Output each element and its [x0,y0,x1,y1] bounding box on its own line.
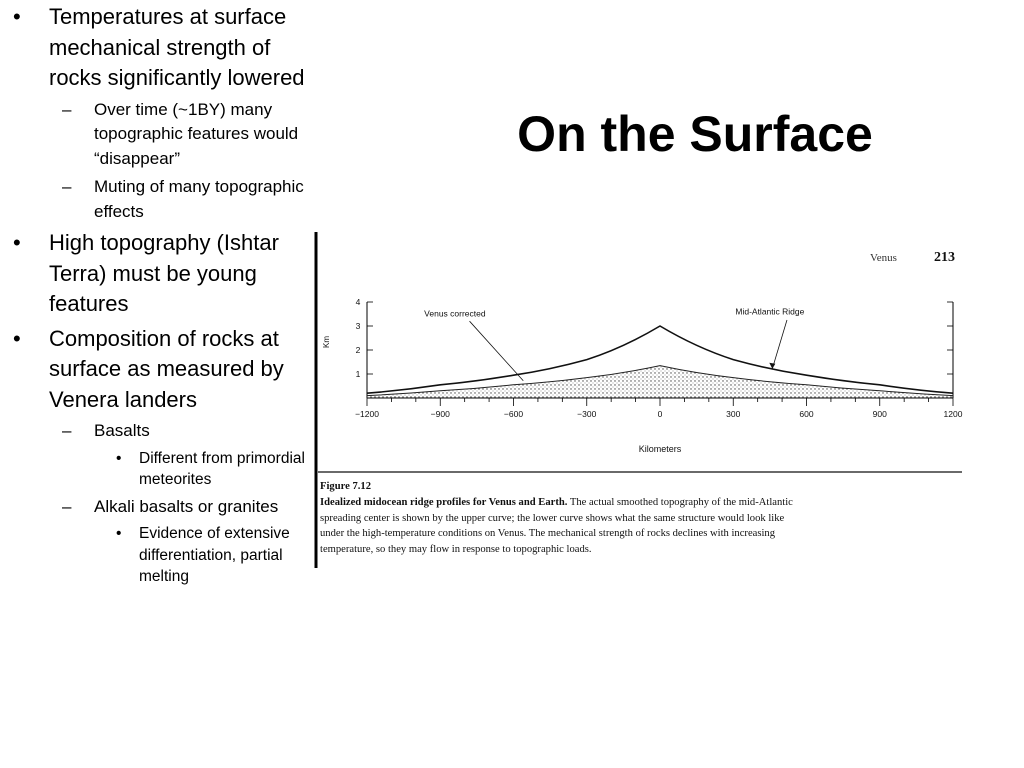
x-tick-label: 1200 [944,409,963,419]
bullet-marker: • [13,4,21,29]
x-tick-label: −600 [504,409,523,419]
sub-sub-bullet-item: • Different from primordial meteorites [0,448,318,491]
y-tick-label: 2 [356,345,361,355]
bullet-item: • Temperatures at surface mechanical stre… [0,2,318,94]
annotation-mid-atlantic-ridge: Mid-Atlantic Ridge [735,306,804,316]
x-tick-label: −1200 [355,409,379,419]
sub-bullet-text: Muting of many topographic effects [94,177,304,221]
ridge-profile-figure: Venus 213 −1200 −900 −600 −300 0 300 600 900 120… [310,228,970,578]
dash-marker: – [62,421,72,440]
dash-marker: – [62,99,72,119]
sub-bullet-item: – Basalts [0,419,318,444]
sub-bullet-text: Over time (~1BY) many topographic featur… [94,99,299,168]
figure-caption: Figure 7.12 Idealized midocean ridge pro… [320,479,805,558]
x-tick-label: −900 [431,409,450,419]
caption-text: The actual smoothed topography of the mi… [320,496,793,556]
page-number: 213 [934,250,955,265]
sub-bullet-text: Alkali basalts or granites [94,496,279,516]
sub-bullet-item: – Alkali basalts or granites [0,495,318,520]
bullet-marker: • [13,325,21,351]
x-tick-label: 300 [726,409,740,419]
venus-corrected-line [366,365,954,397]
ridge-profile-chart: Venus 213 −1200 −900 −600 −300 0 300 600 900 120… [314,232,963,568]
bullet-item: • High topography (Ishtar Terra) must be … [0,228,318,320]
x-axis-label: Kilometers [639,444,682,454]
y-tick-label: 4 [356,297,361,307]
x-tick-label: 0 [658,409,663,419]
bullet-marker: • [13,230,21,255]
bullet-marker: • [116,449,122,467]
sub-bullet-text: Basalts [94,421,150,440]
mid-atlantic-ridge-line [366,325,954,394]
caption-bold: Idealized midocean ridge profiles for Ve… [320,496,568,508]
sub-bullet-item: – Muting of many topographic effects [0,175,318,224]
venus-corrected-area [367,365,953,398]
slide-title: On the Surface [517,106,873,162]
bullet-text: High topography (Ishtar Terra) must be y… [49,230,279,316]
annotation-arrow [771,319,788,369]
dash-marker: – [62,177,72,196]
x-tick-label: 900 [873,409,887,419]
bullet-text: Composition of rocks at surface as measu… [49,325,284,412]
annotation-arrow [469,320,524,381]
sub-sub-bullet-text: Different from primordial meteorites [139,449,305,489]
figure-label: Figure 7.12 [320,481,372,492]
bullet-list: • Temperatures at surface mechanical stre… [0,2,318,592]
bullet-text: Temperatures at surface mechanical stren… [49,4,305,90]
x-tick-label: −300 [577,409,596,419]
y-tick-label: 3 [356,321,361,331]
annotation-venus-corrected: Venus corrected [424,308,486,318]
dash-marker: – [62,496,72,516]
bullet-item: • Composition of rocks at surface as meas… [0,324,318,416]
bullet-marker: • [116,525,122,542]
arrowhead-icon [769,362,776,369]
sub-sub-bullet-item: • Evidence of extensive differentiation, … [0,523,318,588]
page-header: Venus [870,252,897,264]
sub-sub-bullet-text: Evidence of extensive differentiation, p… [139,525,290,585]
y-tick-label: 1 [356,369,361,379]
plot-area: −1200 −900 −600 −300 0 300 600 900 1200 1 2 3 4 Kilom… [322,297,963,454]
y-axis-label: Km [322,336,331,348]
x-tick-label: 600 [799,409,813,419]
sub-bullet-item: – Over time (~1BY) many topographic featu… [0,98,318,172]
